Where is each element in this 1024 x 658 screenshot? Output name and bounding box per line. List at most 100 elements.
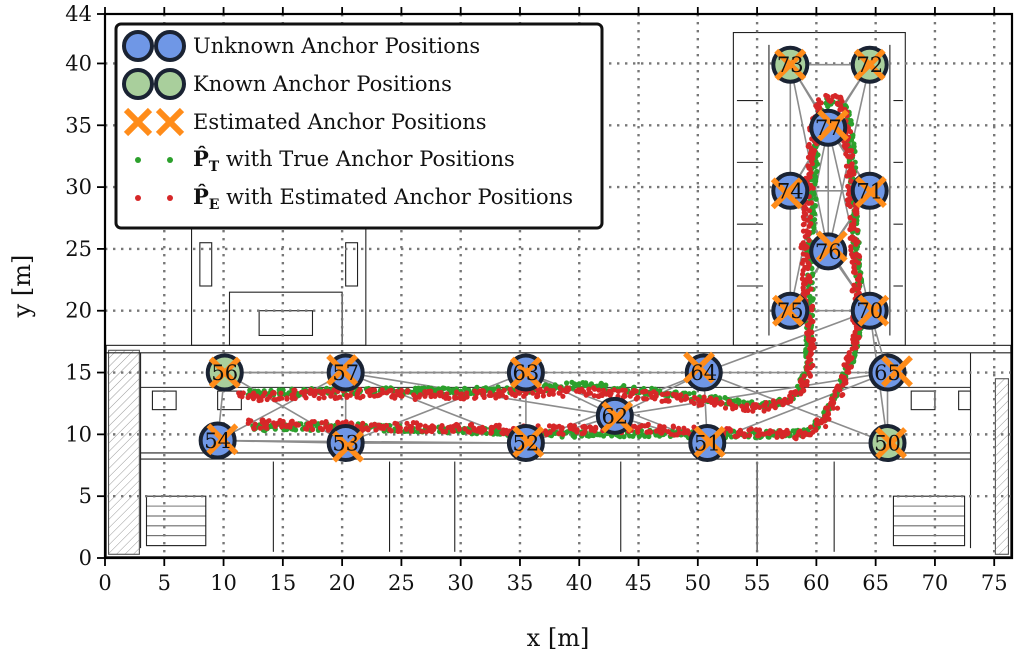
trajectory-estimated-point [615, 388, 622, 394]
estimated-anchor-x [683, 351, 715, 384]
trajectory-estimated-point [823, 405, 829, 411]
trajectory-estimated-point [802, 204, 808, 210]
trajectory-estimated-point [503, 394, 509, 401]
trajectory-estimated-point [368, 422, 374, 428]
floorplan-top-left-inner [228, 291, 343, 346]
trajectory-estimated-point [807, 214, 814, 220]
range-link [703, 371, 888, 444]
trajectory-estimated-point [800, 222, 807, 228]
trajectory-estimated-point [321, 395, 327, 401]
trajectory-estimated-point [488, 424, 494, 430]
trajectory-estimated-point [499, 390, 505, 396]
anchor-label: 63 [513, 361, 540, 385]
trajectory-estimated-point [560, 431, 566, 437]
trajectory-true-point [621, 434, 627, 440]
trajectory-estimated-point [761, 408, 767, 414]
legend-marker-x-1 [123, 107, 153, 137]
x-tick-label: 55 [744, 571, 771, 595]
trajectory-estimated-point [807, 336, 813, 342]
trajectory-estimated-point [472, 395, 478, 401]
legend-label-unknown-anchors: Unknown Anchor Positions [193, 34, 480, 58]
trajectory-estimated-point [252, 421, 258, 427]
trajectory-estimated-point [800, 240, 806, 246]
trajectory-estimated-point [807, 316, 814, 322]
trajectory-estimated-point [806, 323, 812, 329]
trajectory-estimated-point [755, 433, 761, 439]
trajectory-estimated-point [581, 389, 587, 395]
trajectory-estimated-point [803, 257, 809, 263]
trajectory-estimated-point [419, 428, 425, 434]
trajectory-estimated-point [808, 424, 814, 430]
trajectory-estimated-point [348, 420, 354, 426]
trajectory-estimated-point [793, 389, 799, 395]
trajectory-estimated-point [808, 182, 814, 188]
trajectory-true-point [803, 349, 809, 355]
trajectory-estimated-point [325, 388, 331, 394]
trajectory-estimated-point [839, 98, 845, 104]
trajectory-true-point [657, 388, 663, 394]
estimated-anchor-x [770, 177, 803, 210]
floorplan-stair-0 [145, 495, 207, 547]
x-tick-label: 65 [862, 571, 889, 595]
anchor-label: 56 [211, 361, 238, 385]
trajectory-estimated-point [856, 254, 863, 260]
y-tick-label: 44 [65, 2, 92, 26]
anchor-label: 73 [777, 53, 804, 77]
trajectory-estimated-point [805, 163, 811, 169]
trajectory-estimated-point [398, 393, 404, 399]
floorplan-stair-1 [892, 495, 966, 547]
anchor-54: 54 [198, 421, 239, 460]
trajectory-estimated-point [848, 178, 854, 184]
trajectory-estimated-point [799, 260, 805, 266]
trajectory-true-point [691, 390, 697, 396]
range-link [703, 309, 871, 374]
trajectory-estimated-point [283, 423, 289, 429]
anchor-label: 65 [874, 361, 901, 385]
trajectory-estimated-point [800, 379, 806, 385]
trajectory-true-point [435, 386, 442, 392]
trajectory-true-point [445, 386, 451, 392]
trajectory-estimated-point [780, 402, 786, 408]
trajectory-estimated-point [488, 392, 494, 398]
trajectory-true-point [853, 246, 859, 252]
trajectory-estimated-point [410, 420, 416, 426]
anchor-53: 53 [326, 424, 365, 463]
x-tick-label: 25 [388, 571, 415, 595]
legend-marker-unknown-1 [122, 30, 154, 62]
trajectory-estimated-point [458, 395, 464, 402]
x-tick-label: 20 [329, 571, 356, 595]
trajectory-estimated-point [481, 394, 487, 400]
anchor-50: 50 [868, 424, 908, 463]
estimated-anchor-x [853, 48, 886, 81]
trajectory-estimated-point [806, 328, 812, 334]
anchor-57: 57 [326, 353, 365, 392]
trajectory-estimated-point [276, 396, 282, 402]
trajectory-estimated-point [808, 357, 814, 363]
x-tick-label: 30 [447, 571, 474, 595]
trajectory-estimated-point [335, 419, 341, 425]
trajectory-estimated-point [507, 386, 513, 392]
trajectory-estimated-point [278, 390, 284, 396]
trajectory-estimated-point [398, 389, 404, 395]
trajectory-estimated-point [846, 148, 852, 154]
trajectory-estimated-point [806, 237, 812, 243]
y-tick-label: 40 [65, 51, 92, 75]
trajectory-estimated-point [567, 423, 573, 429]
trajectory-estimated-point [853, 252, 859, 258]
trajectory-estimated-point [836, 94, 842, 100]
trajectory-estimated-point [846, 196, 853, 202]
y-tick-label: 35 [65, 113, 92, 137]
trajectory-estimated-point [371, 387, 377, 393]
trajectory-estimated-point [635, 394, 641, 400]
x-tick-label: 40 [566, 571, 593, 595]
trajectory-estimated-point [797, 428, 803, 434]
trajectory-estimated-point [845, 191, 852, 197]
anchor-label: 62 [601, 404, 628, 428]
trajectory-estimated-point [360, 393, 366, 399]
trajectory-estimated-point [665, 391, 671, 397]
trajectory-estimated-point [832, 388, 838, 395]
trajectory-estimated-point [834, 405, 841, 411]
trajectory-estimated-point [808, 286, 814, 292]
y-tick-label: 5 [79, 484, 92, 508]
trajectory-estimated-point [279, 424, 285, 430]
